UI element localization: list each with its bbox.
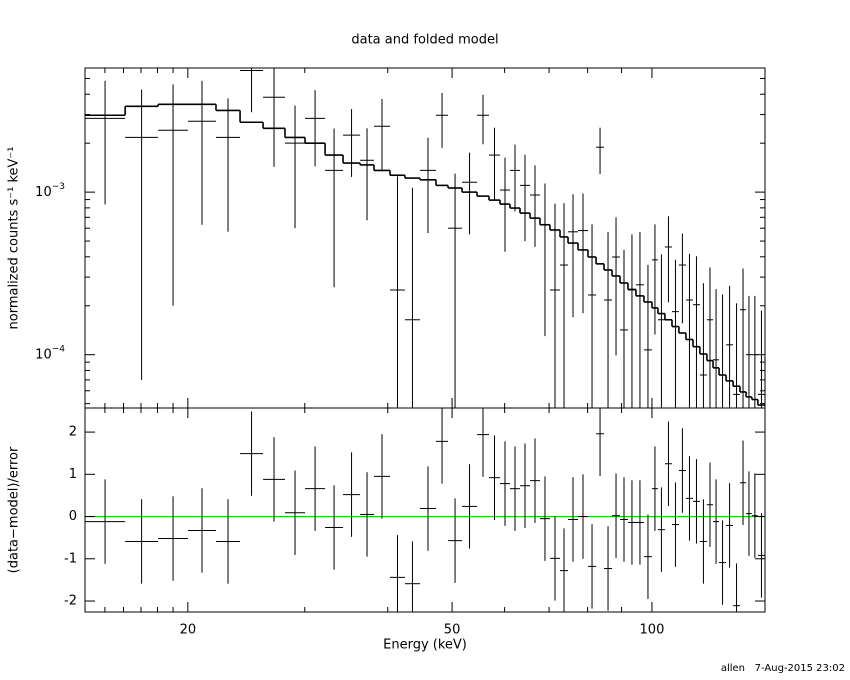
plot-area [85, 68, 765, 408]
footer-timestamp: 7-Aug-2015 23:02 [755, 663, 845, 674]
x-axis-label: Energy (keV) [383, 638, 467, 653]
y-tick-label: 10−4 [35, 344, 65, 362]
y-axis-label: (data−model)/error [7, 446, 22, 573]
y-tick-label: 2 [69, 425, 77, 440]
plot-area [85, 408, 765, 612]
y-tick-label: 10−3 [35, 182, 65, 200]
plot-frame [84, 407, 766, 613]
x-tick-label: 100 [640, 623, 665, 638]
y-tick-base: 10 [35, 347, 52, 362]
chart-title: data and folded model [351, 33, 498, 48]
y-tick-label: -2 [64, 594, 77, 609]
y-tick-exponent: −4 [52, 344, 66, 354]
y-tick-label: -1 [64, 551, 77, 566]
y-tick-label: 1 [69, 467, 77, 482]
footer-user: allen [721, 663, 745, 674]
y-tick-label: 0 [69, 509, 77, 524]
x-tick-label: 50 [444, 623, 461, 638]
y-tick-base: 10 [35, 185, 52, 200]
y-tick-exponent: −3 [52, 182, 65, 192]
plot-frame [84, 67, 766, 409]
x-tick-label: 20 [180, 623, 197, 638]
y-axis-label: normalized counts s⁻¹ keV⁻¹ [7, 147, 22, 330]
